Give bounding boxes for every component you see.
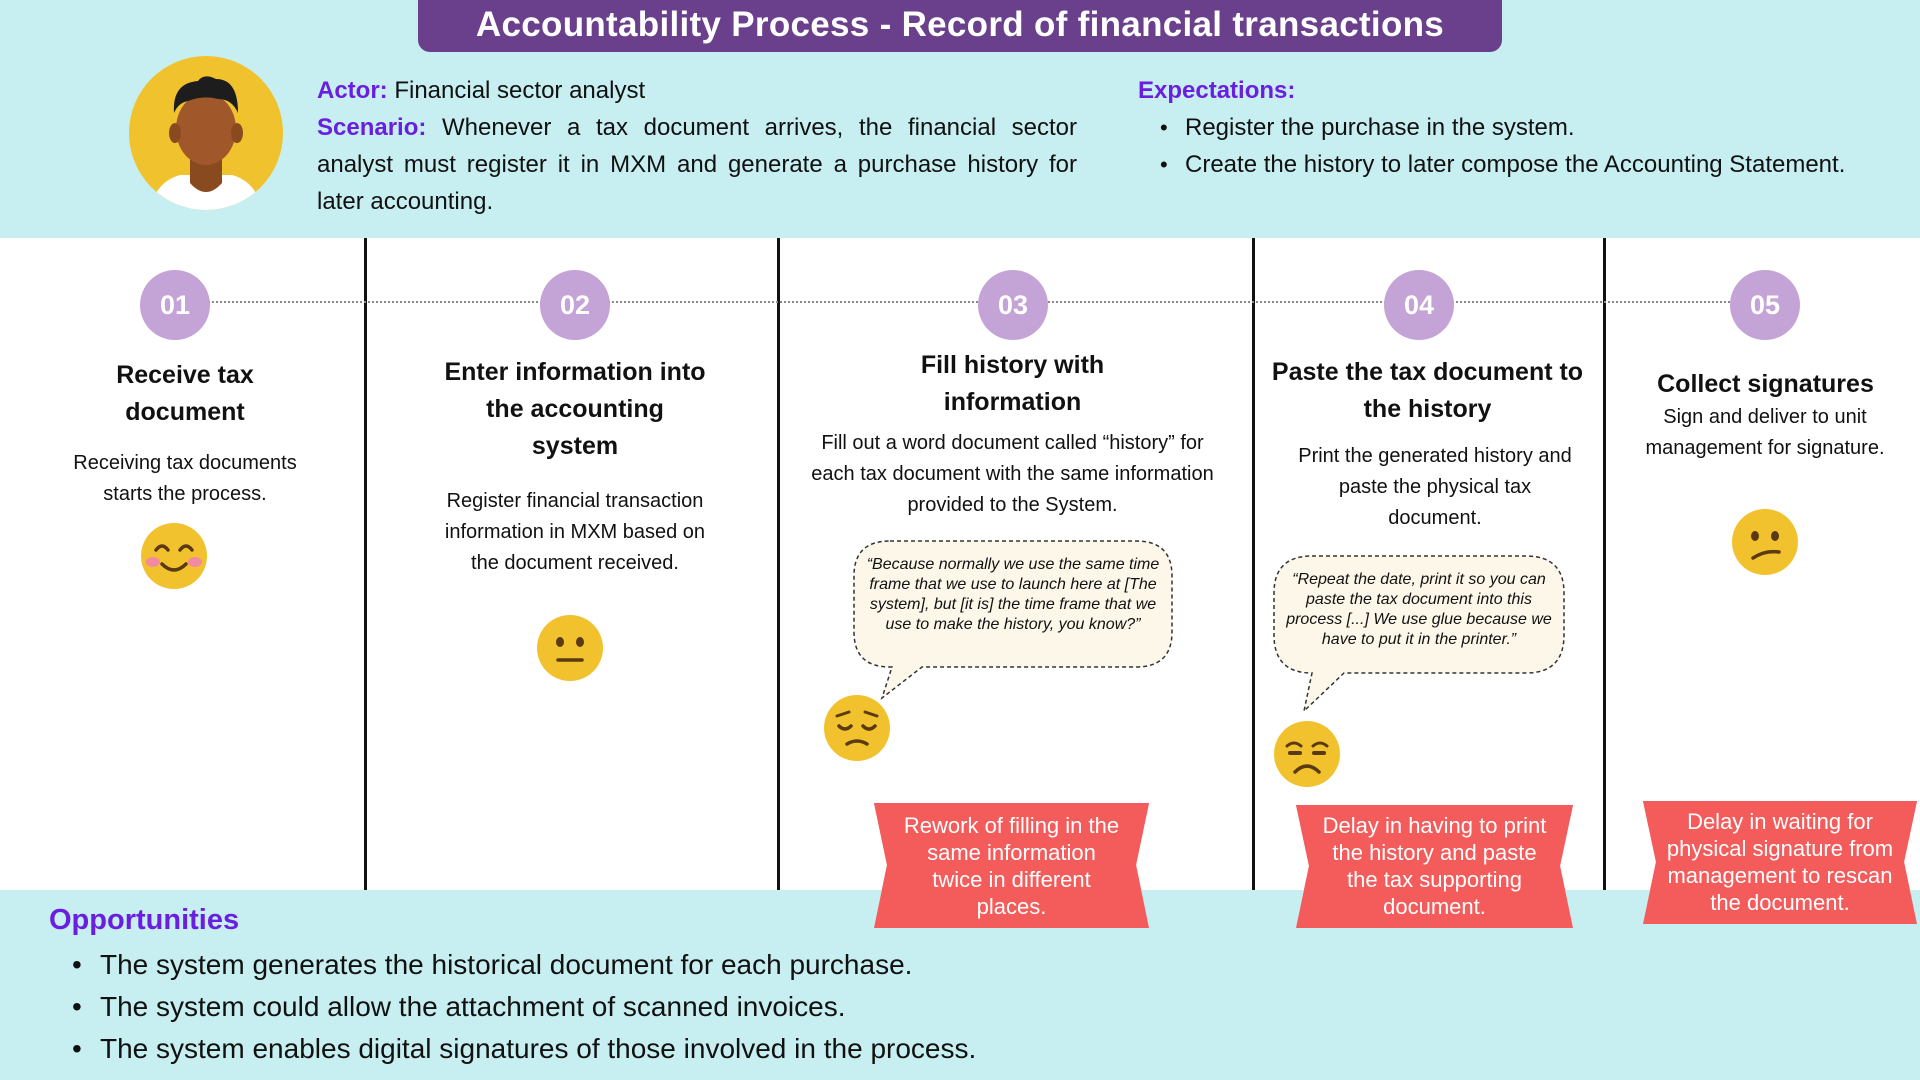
quote-bubble <box>1273 555 1565 713</box>
expectations: Expectations: Register the purchase in t… <box>1138 72 1918 183</box>
step-title: Paste the tax document to the history <box>1271 358 1584 423</box>
expectation-item: Create the history to later compose the … <box>1138 146 1918 183</box>
step-number-03: 03 <box>978 270 1048 340</box>
step-title: Receive tax document <box>116 361 254 426</box>
confused-face-icon <box>1732 509 1798 575</box>
opportunity-item: The system generates the historical docu… <box>72 944 1272 986</box>
expectations-label: Expectations: <box>1138 77 1296 104</box>
actor-value: Financial sector analyst <box>394 77 646 104</box>
step-title: Fill history with information <box>920 351 1105 416</box>
pain-point-banner-overlay: Delay in waiting for physical signature … <box>1643 801 1917 924</box>
pain-point-text: Delay in having to print the history and… <box>1322 813 1547 919</box>
pain-point-text: Rework of filling in the same informatio… <box>903 813 1120 919</box>
actor-avatar-icon <box>129 56 283 210</box>
expectation-item: Register the purchase in the system. <box>1138 109 1918 146</box>
expectations-list: Register the purchase in the system. Cre… <box>1138 109 1918 183</box>
unamused-face-icon <box>1274 721 1340 787</box>
opportunities-title: Opportunities <box>49 904 240 936</box>
happy-face-icon <box>141 523 207 589</box>
step-number-05: 05 <box>1730 270 1800 340</box>
step-description: Receiving tax documents starts the proce… <box>73 452 297 505</box>
column-divider <box>364 238 367 890</box>
neutral-face-icon <box>537 615 603 681</box>
step-description: Sign and deliver to unit management for … <box>1645 406 1885 459</box>
actor-scenario: Actor: Financial sector analyst Scenario… <box>317 72 1077 220</box>
pain-point-text: Delay in waiting for physical signature … <box>1666 809 1894 915</box>
quote-text: “Because normally we use the same time f… <box>866 556 1160 633</box>
column-divider <box>1603 238 1606 890</box>
step-description: Fill out a word document called “history… <box>811 432 1214 516</box>
scenario-line: Scenario: Whenever a tax document arrive… <box>317 109 1077 220</box>
step-title: Enter information into the accounting sy… <box>444 358 706 460</box>
opportunities-list: The system generates the historical docu… <box>72 944 1272 1070</box>
column-divider <box>1252 238 1255 890</box>
actor-label: Actor: <box>317 77 388 104</box>
step-title: Collect signatures <box>1657 370 1874 398</box>
pain-point-banner-overlay: Delay in having to print the history and… <box>1296 805 1573 928</box>
column-divider <box>777 238 780 890</box>
opportunity-item: The system enables digital signatures of… <box>72 1028 1272 1070</box>
scenario-label: Scenario: <box>317 114 427 141</box>
pensive-face-icon <box>824 695 890 761</box>
step-number-04: 04 <box>1384 270 1454 340</box>
pain-point-banner-overlay: Rework of filling in the same informatio… <box>874 803 1149 928</box>
actor-line: Actor: Financial sector analyst <box>317 72 1077 109</box>
step-number-02: 02 <box>540 270 610 340</box>
page-title: Accountability Process - Record of finan… <box>418 0 1502 52</box>
quote-bubble <box>853 540 1173 700</box>
step-number-01: 01 <box>140 270 210 340</box>
quote-text: “Repeat the date, print it so you can pa… <box>1286 571 1552 648</box>
step-description: Print the generated history and paste th… <box>1298 445 1572 529</box>
step-description: Register financial transaction informati… <box>444 490 706 574</box>
opportunity-item: The system could allow the attachment of… <box>72 986 1272 1028</box>
scenario-text: Whenever a tax document arrives, the fin… <box>317 114 1078 215</box>
